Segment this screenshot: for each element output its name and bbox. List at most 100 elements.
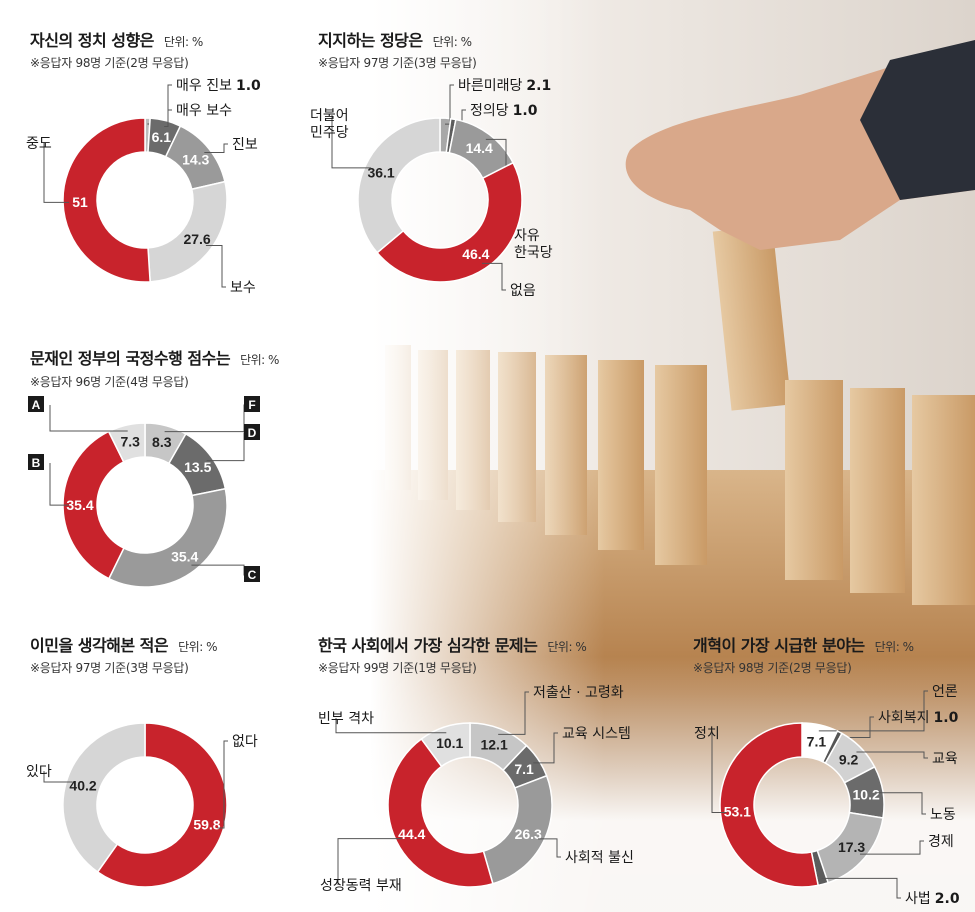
chart6-label-사회복지: 사회복지 1.0	[878, 710, 959, 726]
chart1-leader-중도	[43, 143, 70, 203]
chart1-label-중도: 중도	[26, 136, 52, 152]
chart2-note: ※응답자 97명 기준(3명 무응답)	[318, 56, 477, 70]
chart3-value-B: 35.4	[66, 497, 93, 513]
chart2-title-text: 지지하는 정당은	[318, 31, 423, 50]
chart4-label-없다: 없다	[232, 734, 258, 750]
chart3-leader-D	[206, 432, 248, 462]
chart4-note: ※응답자 97명 기준(3명 무응답)	[30, 661, 189, 675]
chart1-value-매우-보수: 6.1	[152, 129, 172, 145]
chart3-grade-box-A	[28, 396, 44, 412]
chart4-value-있다: 40.2	[69, 777, 96, 793]
chart1-value-중도: 51	[72, 194, 88, 210]
chart5-label-교육-시스템: 교육 시스템	[562, 726, 631, 742]
chart6-leader-사법	[821, 877, 901, 899]
chart1-leader-진보	[204, 143, 228, 153]
chart2-label-바른미래당: 바른미래당 2.1	[458, 78, 551, 94]
chart1-note: ※응답자 98명 기준(2명 무응답)	[30, 56, 189, 70]
chart3-label-B: B	[32, 456, 41, 470]
chart6-slice-정치	[719, 722, 820, 888]
chart4-leader-있다	[43, 771, 73, 783]
chart1-leader-매우-보수	[164, 109, 172, 127]
chart4-leader-없다	[217, 740, 228, 829]
chart5-value-교육-시스템: 7.1	[514, 761, 534, 777]
chart2-value-자유한국당: 14.4	[466, 140, 493, 156]
chart3-value-A: 7.3	[120, 434, 140, 450]
chart1-unit: 단위: %	[163, 35, 203, 49]
chart3-label-D: D	[248, 426, 257, 440]
chart5-leader-사회적-불신	[538, 838, 561, 858]
chart4-title-text: 이민을 생각해본 적은	[30, 636, 169, 655]
chart5-slice-빈부-격차	[420, 722, 471, 768]
chart5-value-성장동력-부재: 44.4	[398, 826, 425, 842]
chart6-value-정치: 53.1	[724, 803, 751, 819]
chart3-grade-box-F	[244, 396, 260, 412]
chart1-title-text: 자신의 정치 성향은	[30, 31, 154, 50]
chart1-label-매우-보수: 매우 보수	[176, 103, 232, 119]
chart5-value-저출산-고령화: 12.1	[480, 737, 507, 753]
chart2-label-자유한국당: 자유 한국당	[514, 228, 553, 261]
chart3-donut: 8.3 F 13.5 D 35.4 C 35.4 B 7.3 A	[28, 396, 260, 588]
chart2-slice-더불어민주당	[357, 117, 441, 254]
chart1-label-매우-진보: 매우 진보 1.0	[176, 78, 261, 94]
chart3-grade-box-B	[28, 454, 44, 470]
chart6-leader-노동	[877, 792, 926, 815]
chart3-title-text: 문재인 정부의 국정수행 점수는	[30, 349, 231, 368]
chart5-label-사회적-불신: 사회적 불신	[565, 850, 634, 866]
chart5-donut: 12.1 저출산 · 고령화 7.1 교육 시스템 26.3 사회적 불신 44.4 성장동력…	[318, 685, 634, 894]
chart3-slice-A	[107, 422, 146, 463]
chart5-leader-저출산-고령화	[498, 691, 529, 735]
chart2-donut: 바른미래당 2.1 정의당 1.0 14.4 자유 한국당 46.4 없음 36.1 더불어 민주당	[310, 78, 553, 299]
chart5-label-저출산-고령화: 저출산 · 고령화	[533, 685, 624, 701]
chart3-unit: 단위: %	[240, 353, 279, 367]
chart3-value-C: 35.4	[171, 548, 198, 564]
chart6-value-경제: 17.3	[838, 839, 865, 855]
chart1-value-보수: 27.6	[183, 231, 210, 247]
chart2-unit: 단위: %	[432, 35, 472, 49]
chart6-value-노동: 10.2	[853, 787, 880, 803]
chart3-title: 문재인 정부의 국정수행 점수는 단위: %	[30, 345, 279, 369]
chart2-leader-없음	[481, 262, 506, 291]
chart6-label-사법: 사법 2.0	[905, 891, 960, 907]
chart3-note: ※응답자 96명 기준(4명 무응답)	[30, 375, 189, 389]
chart4-value-없다: 59.8	[193, 817, 220, 833]
chart6-leader-정치	[711, 733, 727, 814]
chart1-label-진보: 진보	[232, 137, 258, 153]
chart2-label-더불어민주당: 더불어 민주당	[310, 108, 349, 141]
chart6-title-text: 개혁이 가장 시급한 분야는	[693, 636, 865, 655]
chart3-grade-box-D	[244, 424, 260, 440]
chart5-label-성장동력-부재: 성장동력 부재	[320, 878, 402, 894]
chart6-label-경제: 경제	[928, 834, 954, 850]
chart5-value-사회적-불신: 26.3	[515, 826, 542, 842]
chart2-title: 지지하는 정당은 단위: %	[318, 27, 472, 51]
chart6-note: ※응답자 98명 기준(2명 무응답)	[693, 661, 852, 675]
chart5-leader-빈부-격차	[335, 718, 447, 734]
chart2-value-더불어민주당: 36.1	[367, 165, 394, 181]
chart2-value-없음: 46.4	[462, 246, 489, 262]
chart5-label-빈부-격차: 빈부 격차	[318, 711, 374, 727]
chart3-label-C: C	[248, 568, 257, 582]
chart5-leader-교육-시스템	[533, 732, 558, 764]
chart5-value-빈부-격차: 10.1	[436, 735, 463, 751]
chart1-title: 자신의 정치 성향은 단위: %	[30, 27, 203, 51]
chart2-slice-없음	[376, 161, 523, 283]
chart6-label-언론: 언론	[932, 684, 958, 700]
chart6-leader-경제	[859, 840, 924, 855]
chart4-slice-없다	[96, 722, 228, 888]
chart6-leader-교육	[856, 751, 928, 759]
chart2-label-없음: 없음	[510, 283, 536, 299]
chart1-value-진보: 14.3	[182, 151, 209, 167]
chart2-leader-더불어민주당	[331, 115, 372, 169]
chart6-value-교육: 9.2	[839, 752, 859, 768]
chart3-leader-A	[49, 405, 128, 432]
chart4-donut: 59.8 없다 40.2 있다	[26, 722, 258, 888]
chart4-unit: 단위: %	[178, 640, 217, 654]
chart5-title-text: 한국 사회에서 가장 심각한 문제는	[318, 636, 538, 655]
chart6-unit: 단위: %	[874, 640, 914, 654]
chart5-leader-성장동력-부재	[337, 838, 402, 885]
chart6-leader-사회복지	[836, 716, 874, 739]
chart2-label-정의당: 정의당 1.0	[470, 103, 538, 119]
chart5-note: ※응답자 99명 기준(1명 무응답)	[318, 661, 477, 675]
chart1-label-보수: 보수	[230, 280, 256, 296]
chart4-slice-있다	[62, 722, 146, 873]
chart6-label-노동: 노동	[930, 807, 956, 823]
